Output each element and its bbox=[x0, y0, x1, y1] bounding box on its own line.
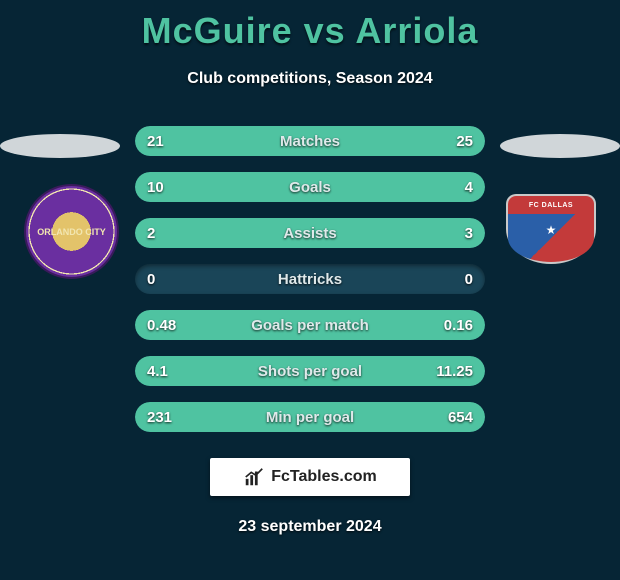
page-title: McGuire vs Arriola bbox=[0, 0, 620, 52]
comparison-panel: ORLANDO CITY FC DALLAS ★ Matches21 25 Goal… bbox=[0, 116, 620, 436]
stat-label: Goals bbox=[135, 172, 485, 202]
stat-value-left: 10 bbox=[147, 172, 164, 202]
stat-value-right: 0 bbox=[465, 264, 473, 294]
stat-value-left: 2 bbox=[147, 218, 155, 248]
stats-bars: Matches21 25 Goals10 4 Assists2 3 Hattricks0 0 G… bbox=[135, 126, 485, 448]
team-right-badge: FC DALLAS ★ bbox=[506, 194, 596, 264]
stat-row: Hattricks0 0 bbox=[135, 264, 485, 294]
stat-row: Min per goal231 654 bbox=[135, 402, 485, 432]
team-right-label: FC DALLAS bbox=[508, 196, 594, 214]
stat-label: Min per goal bbox=[135, 402, 485, 432]
stat-value-right: 4 bbox=[465, 172, 473, 202]
stat-value-left: 0 bbox=[147, 264, 155, 294]
footer-date: 23 september 2024 bbox=[0, 518, 620, 536]
team-left-label: ORLANDO CITY bbox=[37, 227, 106, 237]
stat-value-left: 21 bbox=[147, 126, 164, 156]
subtitle: Club competitions, Season 2024 bbox=[0, 70, 620, 88]
stat-label: Assists bbox=[135, 218, 485, 248]
stat-row: Shots per goal4.1 11.25 bbox=[135, 356, 485, 386]
footer-brand-card: FcTables.com bbox=[210, 458, 410, 496]
stat-value-right: 3 bbox=[465, 218, 473, 248]
stat-value-left: 231 bbox=[147, 402, 172, 432]
player-left-ellipse bbox=[0, 134, 120, 158]
stat-label: Shots per goal bbox=[135, 356, 485, 386]
player-right-ellipse bbox=[500, 134, 620, 158]
stat-row: Matches21 25 bbox=[135, 126, 485, 156]
team-right-badge-body: ★ bbox=[508, 214, 594, 262]
team-left-badge: ORLANDO CITY bbox=[24, 184, 119, 279]
stat-value-right: 0.16 bbox=[444, 310, 473, 340]
stat-value-right: 11.25 bbox=[436, 356, 473, 386]
stat-row: Assists2 3 bbox=[135, 218, 485, 248]
stat-value-right: 25 bbox=[456, 126, 473, 156]
chart-icon bbox=[243, 466, 265, 488]
stat-row: Goals10 4 bbox=[135, 172, 485, 202]
star-icon: ★ bbox=[546, 223, 557, 237]
stat-value-left: 0.48 bbox=[147, 310, 176, 340]
stat-row: Goals per match0.48 0.16 bbox=[135, 310, 485, 340]
stat-value-right: 654 bbox=[448, 402, 473, 432]
stat-label: Goals per match bbox=[135, 310, 485, 340]
stat-value-left: 4.1 bbox=[147, 356, 168, 386]
footer-brand-text: FcTables.com bbox=[271, 468, 377, 486]
stat-label: Hattricks bbox=[135, 264, 485, 294]
stat-label: Matches bbox=[135, 126, 485, 156]
